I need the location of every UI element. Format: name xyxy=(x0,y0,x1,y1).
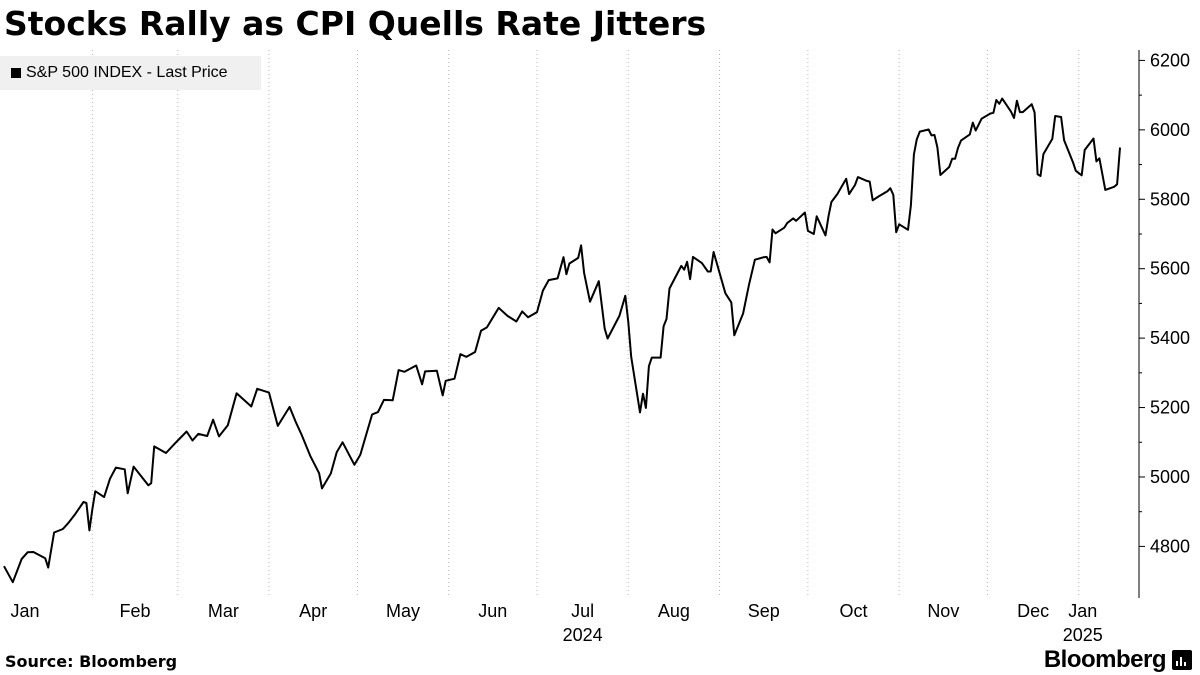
bloomberg-bars-icon xyxy=(1172,650,1192,670)
brand: Bloomberg xyxy=(1044,646,1192,674)
y-tick-label-7: 6200 xyxy=(1150,50,1190,70)
x-tick-label-3: Apr xyxy=(299,601,327,621)
series-layer xyxy=(3,97,1121,584)
y-tick-label-6: 6000 xyxy=(1150,120,1190,140)
source-note: Source: Bloomberg xyxy=(5,652,177,671)
legend-swatch-icon xyxy=(11,68,21,78)
x-tick-label-0: Jan xyxy=(10,601,39,621)
x-tick-label-10: Nov xyxy=(927,601,959,621)
series-line-0 xyxy=(3,97,1121,584)
legend-label: S&P 500 INDEX - Last Price xyxy=(26,64,228,81)
x-tick-label-9: Oct xyxy=(840,601,868,621)
x-year-label-0: 2024 xyxy=(563,625,603,645)
x-tick-label-7: Aug xyxy=(658,601,690,621)
y-tick-label-2: 5200 xyxy=(1150,398,1190,418)
y-tick-label-5: 5800 xyxy=(1150,189,1190,209)
chart-title: Stocks Rally as CPI Quells Rate Jitters xyxy=(4,4,707,43)
x-year-label-1: 2025 xyxy=(1063,625,1103,645)
source-label: Source: xyxy=(5,652,74,671)
x-tick-label-2: Mar xyxy=(208,601,239,621)
x-tick-label-6: Jul xyxy=(571,601,594,621)
y-tick-label-4: 5600 xyxy=(1150,259,1190,279)
x-tick-label-5: Jun xyxy=(478,601,507,621)
x-axis: Jan Feb Mar Apr May Jun Jul Aug Sep Oct Nov Dec Jan 2… xyxy=(10,601,1102,645)
x-tick-label-11: Dec xyxy=(1017,601,1049,621)
x-tick-label-12: Jan xyxy=(1068,601,1097,621)
x-tick-label-1: Feb xyxy=(120,601,151,621)
y-tick-label-0: 4800 xyxy=(1150,536,1190,556)
y-tick-label-3: 5400 xyxy=(1150,328,1190,348)
x-tick-label-4: May xyxy=(386,601,420,621)
x-tick-label-8: Sep xyxy=(748,601,780,621)
y-axis: 4800 5000 5200 5400 5600 5800 6000 6200 xyxy=(1138,50,1190,598)
legend: S&P 500 INDEX - Last Price xyxy=(0,56,261,90)
y-tick-label-1: 5000 xyxy=(1150,467,1190,487)
brand-wordmark: Bloomberg xyxy=(1043,646,1167,673)
source-name: Bloomberg xyxy=(79,652,178,671)
